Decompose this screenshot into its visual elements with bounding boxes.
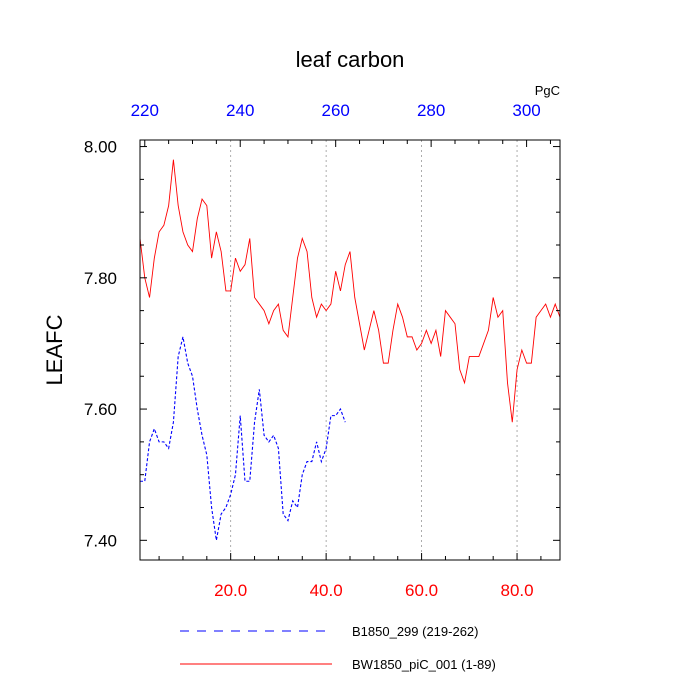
y-tick-label: 7.40: [84, 531, 117, 550]
legend: B1850_299 (219-262) BW1850_piC_001 (1-89): [180, 624, 496, 672]
x-tick-label-bottom: 80.0: [500, 581, 533, 600]
x-tick-label-bottom: 40.0: [310, 581, 343, 600]
x-tick-label-top: 280: [417, 101, 445, 120]
plot-frame: [139, 139, 561, 561]
x-tick-label-top: 260: [321, 101, 349, 120]
y-tick-label: 8.00: [84, 138, 117, 157]
chart-title: leaf carbon: [296, 47, 405, 72]
series-line-2: [139, 159, 561, 423]
x-tick-label-bottom: 20.0: [214, 581, 247, 600]
axis-ticks: [140, 140, 560, 560]
x-tick-label-bottom: 60.0: [405, 581, 438, 600]
y-tick-label: 7.60: [84, 400, 117, 419]
y-tick-label: 7.80: [84, 269, 117, 288]
legend-label: B1850_299 (219-262): [352, 624, 479, 639]
top-axis-units-label: PgC: [535, 83, 560, 98]
x-tick-label-top: 220: [131, 101, 159, 120]
series-line-1: [140, 336, 346, 541]
axis-tick-labels: 7.40 7.60 7.80 8.00 20.0 40.0 60.0 80.0 220 240 26…: [84, 101, 541, 600]
y-axis-label: LEAFC: [42, 314, 67, 385]
grid-lines: [230, 140, 518, 560]
x-tick-label-top: 300: [512, 101, 540, 120]
legend-label: BW1850_piC_001 (1-89): [352, 657, 496, 672]
x-tick-label-top: 240: [226, 101, 254, 120]
series-layer: [139, 159, 561, 541]
